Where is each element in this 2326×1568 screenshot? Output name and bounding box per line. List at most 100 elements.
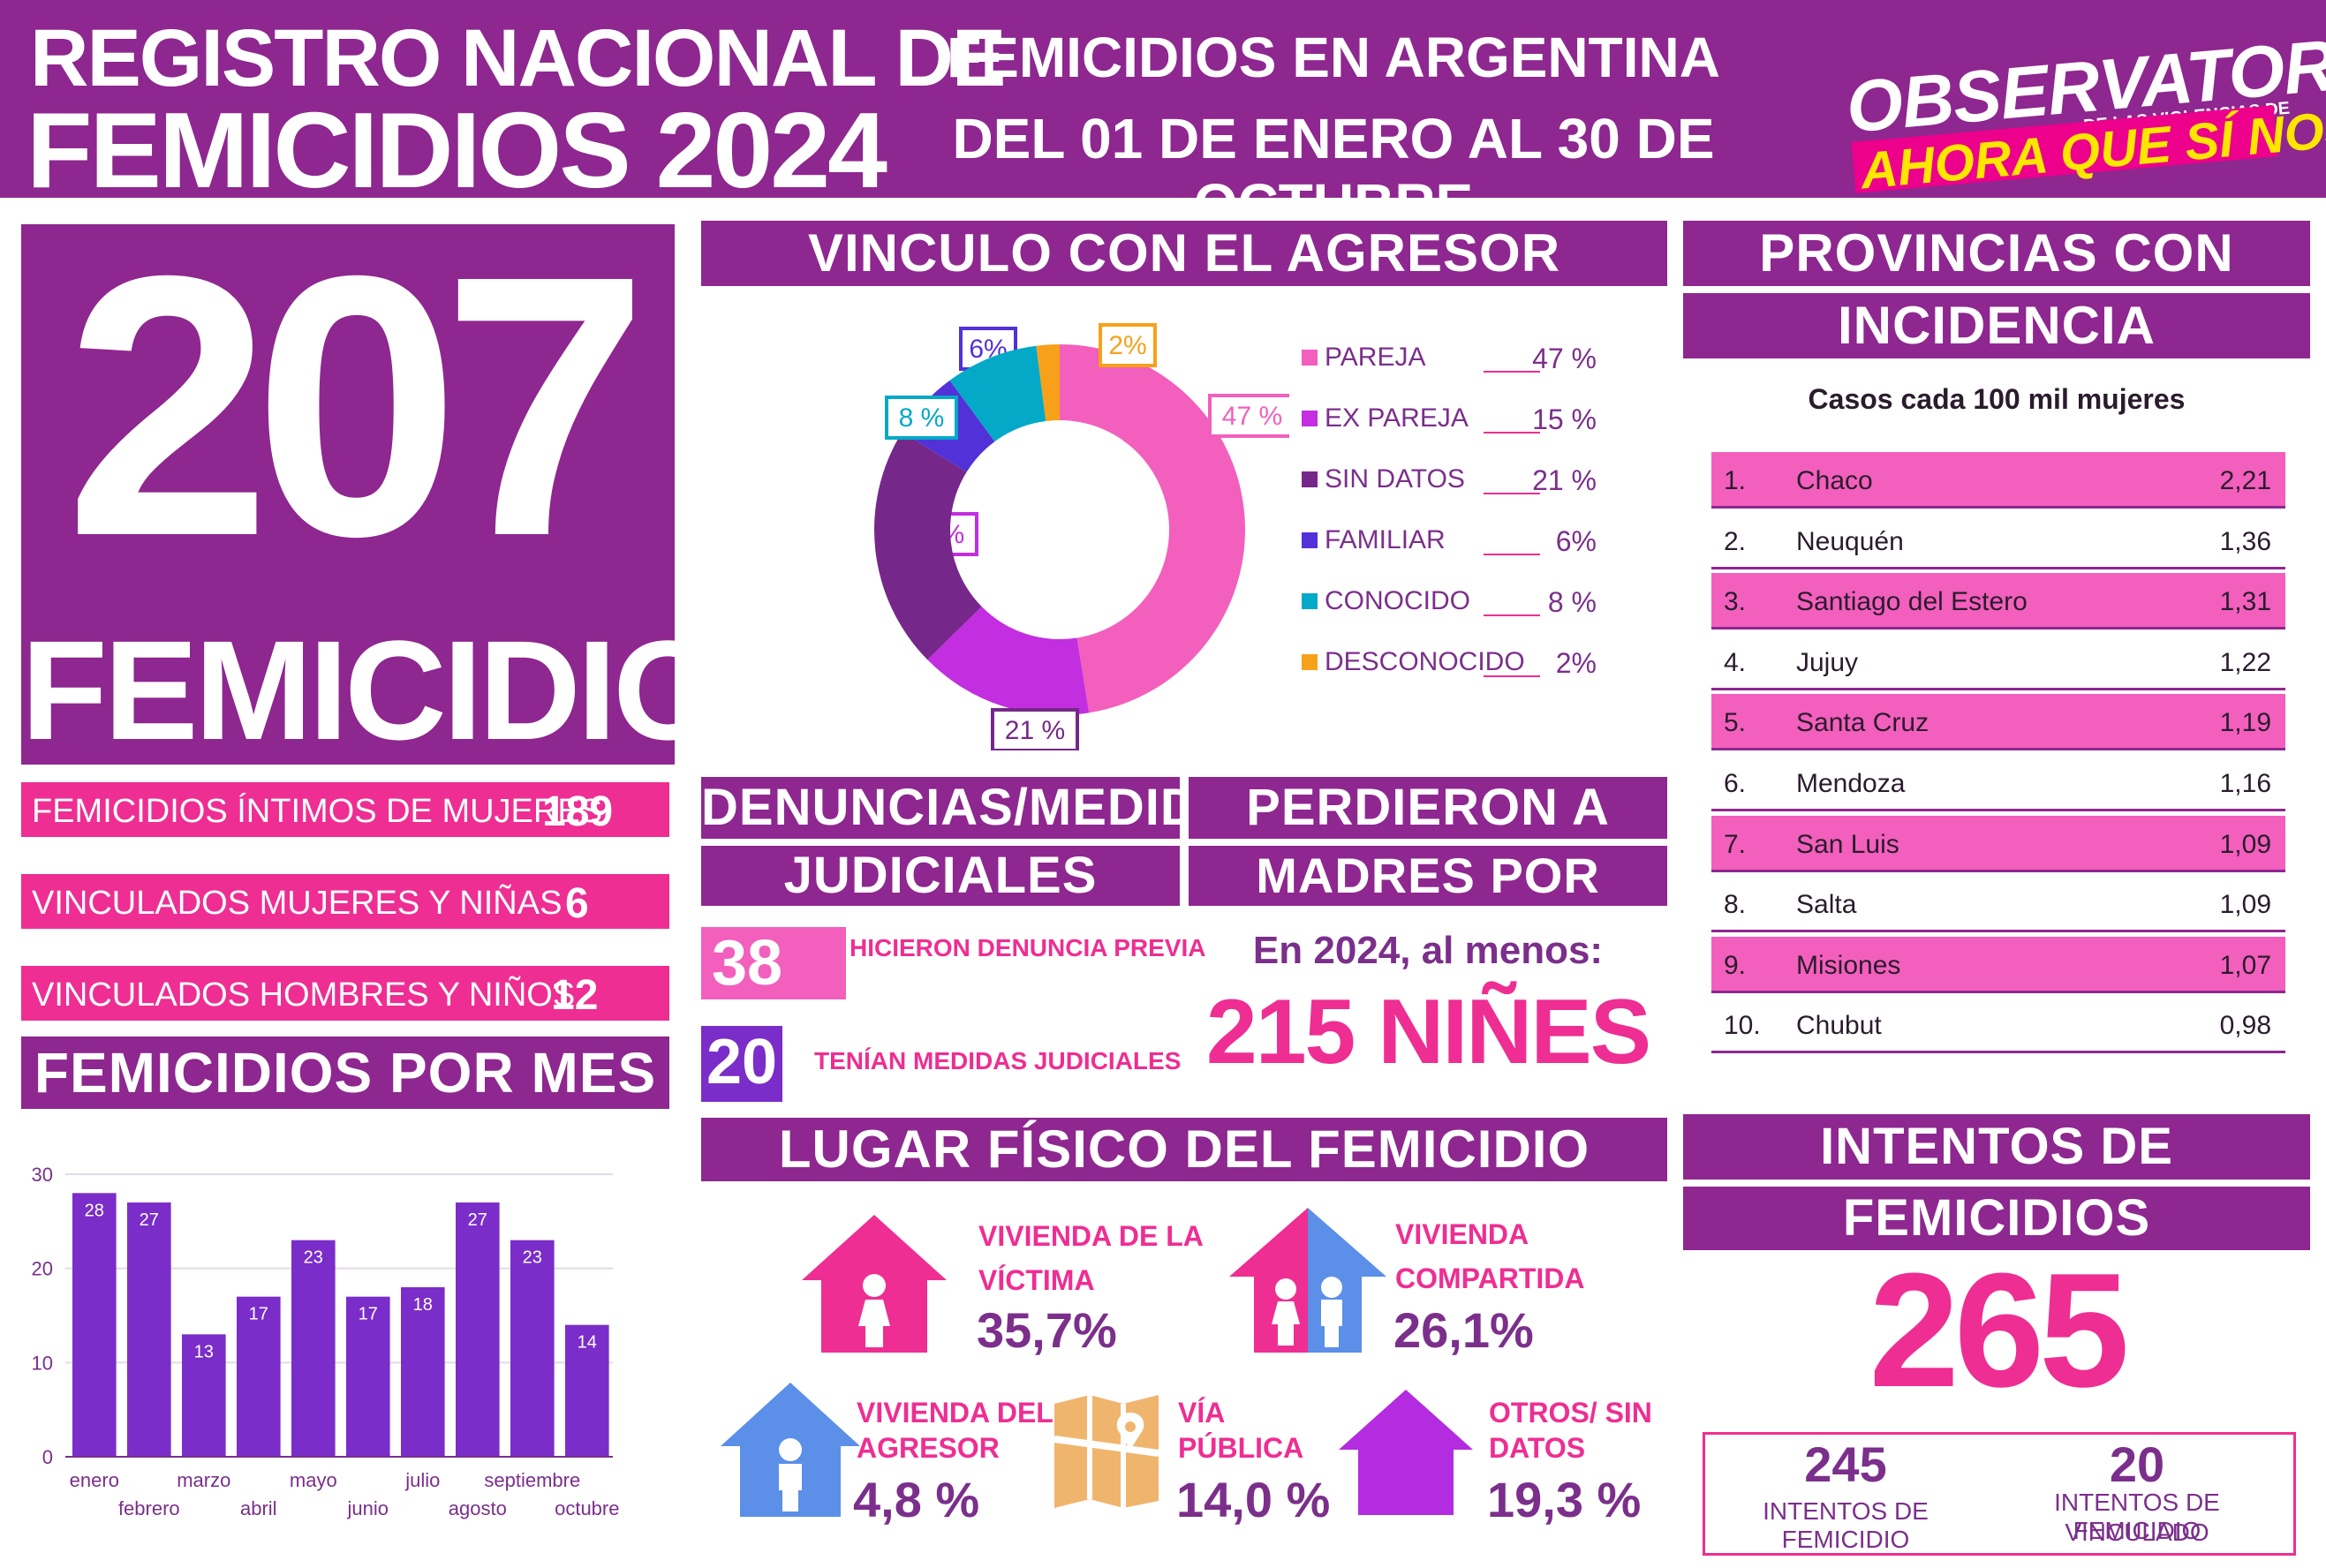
madres-title-line2: MADRES POR FEMICIDIO [1189,846,1667,963]
monthly-title: FEMICIDIOS POR MES [21,1037,669,1109]
bar [456,1202,500,1457]
legend-item: CONOCIDO 8 % [1298,579,1598,623]
donut-chip-label: 2% [1108,331,1146,360]
row-province: Chubut [1796,1011,1882,1041]
table-row: 4. Jujuy 1,22 [1711,633,2285,690]
table-row: 6. Mendoza 1,16 [1711,755,2285,811]
row-rank: 3. [1724,587,1747,617]
lugar-victima-label2: VÍCTIMA [978,1264,1095,1296]
denuncias-title-line2: JUDICIALES [701,846,1180,906]
x-category-label: marzo [177,1469,230,1491]
vinculo-donut-chart: 47 %15 %21 %6%8 %2% [874,323,1289,750]
donut-slice [1060,344,1246,713]
bar-value-label: 17 [249,1305,268,1324]
legend-leader [1484,493,1540,494]
y-tick-label: 0 [42,1446,53,1468]
lugar-via-label2: PÚBLICA [1178,1432,1304,1464]
legend-label: CONOCIDO [1325,586,1470,615]
table-row: 1. Chaco 2,21 [1711,452,2285,509]
legend-swatch [1302,471,1318,487]
legend-swatch [1302,593,1318,609]
bar [510,1240,555,1457]
row-rank: 2. [1724,526,1747,556]
lugar-title: LUGAR FÍSICO DEL FEMICIDIO [701,1118,1667,1181]
bar-value-label: 28 [85,1201,104,1220]
lugar-agresor-pct: 4,8 % [853,1472,980,1527]
intentos-femicidio-label: INTENTOS DE FEMICIDIO [1763,1497,1929,1553]
bar-value-label: 23 [304,1248,323,1268]
row-rate: 1,19 [2219,708,2271,738]
lugar-via-pct: 14,0 % [1176,1472,1331,1527]
donut-chip [1208,394,1289,438]
house-man-icon [721,1383,860,1517]
y-tick-label: 10 [32,1352,53,1374]
breakdown-row: VINCULADOS MUJERES Y NIÑAS 6 [21,874,669,929]
x-category-label: enero [70,1469,119,1491]
legend-label: DESCONOCIDO [1325,647,1525,676]
house-icon [1339,1390,1473,1515]
legend-swatch [1302,411,1318,426]
breakdown-value: 189 [542,788,614,835]
madres-value: 215 NIÑES [1205,981,1651,1083]
total-label: FEMICIDIOS [21,611,813,769]
medidas-badge [701,1026,782,1102]
lugar-victima-pct: 35,7% [977,1302,1117,1358]
intentos-total: 265 [1869,1239,2130,1421]
provincias-title-line1: PROVINCIAS CON MAYOR [1683,221,2310,348]
x-category-label: agosto [449,1497,507,1519]
bar-value-label: 14 [578,1333,597,1353]
legend-label: EX PAREJA [1325,403,1469,433]
donut-chip [1099,323,1157,367]
row-rank: 1. [1724,466,1747,495]
legend-value: 2% [1555,647,1597,679]
denuncia-previa-label: HICIERON DENUNCIA PREVIA [850,934,1206,961]
lugar-otros-label2: DATOS [1489,1432,1586,1464]
row-province: Misiones [1796,950,1901,980]
monthly-bar-chart: 0 10 20 30 28 enero 27 febrero 13 marzo 17 abril 23 m… [32,1164,620,1519]
legend-item: DESCONOCIDO 2% [1298,640,1598,684]
donut-chip [991,708,1079,750]
legend-value: 6% [1555,525,1597,557]
lugar-compartida-label1: VIVIENDA [1395,1218,1529,1250]
bar-value-label: 17 [359,1305,378,1324]
row-rate: 1,09 [2219,829,2271,859]
y-tick-label: 30 [32,1164,53,1186]
row-rate: 1,09 [2219,890,2271,920]
donut-slice [949,345,1046,442]
intentos-title-line1: INTENTOS DE FEMICIDIOS Y [1683,1114,2310,1240]
lugar-agresor-label1: VIVIENDA DEL [857,1397,1053,1429]
table-row: 8. Salta 1,09 [1711,876,2285,933]
main-title-line1: REGISTRO NACIONAL DE [30,13,1006,103]
table-row: 9. Misiones 1,07 [1711,936,2285,993]
medidas-value: 20 [706,1027,778,1097]
legend-value: 8 % [1547,586,1597,618]
x-category-label: septiembre [484,1469,580,1491]
intentos-femicidio-value: 245 [1804,1436,1887,1492]
lugar-otros-pct: 19,3 % [1487,1472,1642,1527]
lugar-via-label1: VÍA [1178,1397,1226,1429]
vinculo-legend: PAREJA 47 % EX PAREJA 15 % SIN DATOS 21 % FAMI… [1298,335,1598,689]
bar [72,1193,117,1457]
row-province: Jujuy [1796,647,1859,677]
donut-chip-label: 8 % [899,403,945,433]
house-woman-icon [802,1215,947,1353]
intentos-vinculado-label1: INTENTOS DE FEMICIDIO [2054,1489,2220,1544]
row-rank: 5. [1724,708,1747,738]
madres-title-line1: PERDIERON A SUS [1189,777,1667,898]
main-title-line2: FEMICIDIOS 2024 [26,90,887,210]
row-province: Mendoza [1796,769,1906,798]
x-category-label: febrero [118,1497,180,1519]
header-bar [0,0,2326,203]
legend-value: 47 % [1532,343,1597,374]
row-rank: 10. [1724,1011,1761,1041]
donut-chip-label: 21 % [1005,716,1065,745]
donut-slice [874,432,982,660]
medidas-label: TENÍAN MEDIDAS JUDICIALES [814,1047,1182,1074]
table-row: 10. Chubut 0,98 [1711,997,2285,1054]
row-rank: 7. [1724,829,1747,859]
bar [237,1296,281,1457]
street-map-icon [1053,1395,1159,1508]
row-province: Chaco [1796,466,1873,495]
vinculo-title: VINCULO CON EL AGRESOR [701,221,1667,286]
row-rank: 9. [1724,950,1747,980]
